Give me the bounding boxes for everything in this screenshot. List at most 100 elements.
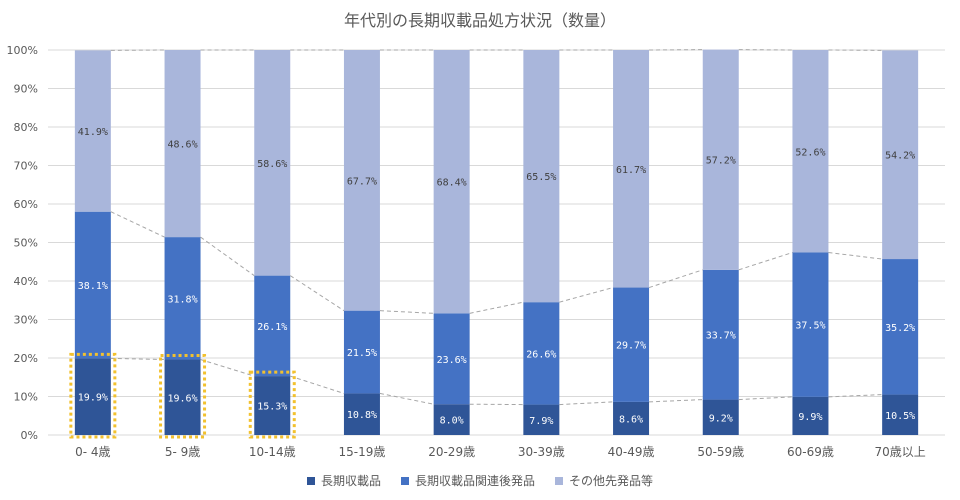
data-label: 61.7%: [616, 165, 646, 176]
bar-segment: [792, 396, 829, 435]
bar-segment: [702, 269, 739, 400]
series-connector-line: [738, 252, 793, 271]
data-label: 54.2%: [885, 151, 915, 162]
bar-segment: [74, 50, 111, 212]
connector-lines: [110, 49, 883, 406]
data-label: 58.6%: [257, 159, 287, 170]
legend-label: その他先発品等: [569, 474, 653, 488]
data-label: 29.7%: [616, 341, 646, 352]
bar-segment: [433, 313, 470, 405]
bar-segment: [882, 50, 919, 260]
series-connector-line: [559, 401, 614, 406]
data-label: 7.9%: [529, 416, 553, 427]
bar-segment: [523, 302, 560, 405]
bar-segment: [164, 50, 201, 238]
series-connector-line: [738, 396, 793, 401]
series-connector-line: [469, 301, 524, 314]
bar-segment: [433, 404, 470, 435]
data-label: 21.5%: [347, 348, 377, 359]
bar-segment: [254, 376, 291, 435]
bar-segment: [792, 50, 829, 253]
bar-segment: [613, 287, 650, 402]
x-tick-label: 15-19歳: [339, 445, 386, 459]
x-axis-ticks: 0- 4歳 5- 9歳 10-14歳 15-19歳 20-29歳 30-39歳 40-49歳…: [75, 445, 926, 459]
data-label: 31.8%: [167, 294, 197, 305]
data-labels: 19.9% 38.1% 41.9% 19.6% 31.8% 48.6% 15.3% 26.1%…: [78, 127, 915, 427]
data-label: 48.6%: [167, 140, 197, 151]
highlight-box: [159, 354, 207, 439]
bar-segment: [343, 393, 380, 435]
data-label: 38.1%: [78, 281, 108, 292]
bar-segment: [433, 50, 470, 314]
data-label: 68.4%: [437, 178, 467, 189]
bar-segment: [882, 394, 919, 435]
bar-segment: [164, 359, 201, 435]
series-connector-line: [559, 287, 614, 303]
data-label: 9.2%: [709, 413, 733, 424]
series-connector-line: [379, 310, 434, 314]
data-label: 57.2%: [706, 156, 736, 167]
data-label: 37.5%: [795, 321, 825, 332]
y-tick-label: 50%: [14, 237, 38, 250]
series-connector-line: [648, 269, 703, 289]
legend-label: 長期収載品: [321, 474, 381, 488]
data-label: 10.8%: [347, 410, 377, 421]
bar-segment: [523, 404, 560, 435]
series-connector-line: [110, 357, 165, 361]
data-label: 10.5%: [885, 411, 915, 422]
bar-segment: [702, 399, 739, 435]
bar-segment: [164, 237, 201, 360]
bar-segment: [343, 310, 380, 394]
bar-segment: [882, 259, 919, 395]
series-connector-line: [200, 359, 255, 377]
data-label: 52.6%: [795, 147, 825, 158]
bar-segment: [613, 401, 650, 435]
bar-segment: [523, 50, 560, 303]
series-connector-line: [289, 275, 345, 312]
bar-segment: [74, 358, 111, 435]
series-connector-line: [828, 252, 883, 260]
data-label: 9.9%: [798, 412, 822, 423]
bar-segment: [254, 50, 291, 276]
x-tick-label: 70歳以上: [875, 445, 926, 459]
y-tick-label: 80%: [14, 121, 38, 134]
data-label: 15.3%: [257, 402, 287, 413]
y-tick-label: 0%: [21, 429, 38, 442]
y-tick-label: 90%: [14, 83, 38, 96]
series-connector-line: [110, 211, 165, 238]
bar-segment: [343, 50, 380, 311]
x-tick-label: 10-14歳: [249, 445, 296, 459]
y-axis-ticks: 0% 10% 20% 30% 40% 50% 60% 70% 80% 90% 100%: [7, 44, 38, 442]
legend-swatch: [555, 477, 563, 485]
x-tick-label: 60-69歳: [787, 445, 834, 459]
chart-title: 年代別の長期収載品処方状況（数量）: [344, 11, 616, 30]
series-connector-line: [828, 394, 883, 398]
data-label: 19.9%: [78, 393, 108, 404]
highlight-boxes: [69, 352, 296, 439]
bar-segment: [74, 211, 111, 359]
bar-segment: [254, 275, 291, 377]
y-tick-label: 40%: [14, 275, 38, 288]
highlight-box: [69, 352, 117, 439]
y-tick-label: 20%: [14, 352, 38, 365]
bar-segment: [792, 252, 829, 397]
data-label: 67.7%: [347, 176, 377, 187]
data-label: 33.7%: [706, 331, 736, 342]
legend-swatch: [401, 477, 409, 485]
x-tick-label: 50-59歳: [697, 445, 744, 459]
data-label: 19.6%: [167, 393, 197, 404]
data-label: 41.9%: [78, 127, 108, 138]
series-connector-line: [649, 399, 703, 403]
data-label: 8.6%: [619, 414, 643, 425]
y-tick-label: 10%: [14, 391, 38, 404]
x-tick-label: 20-29歳: [428, 445, 475, 459]
bar-segment: [702, 49, 739, 270]
series-connector-line: [379, 392, 434, 405]
x-tick-label: 30-39歳: [518, 445, 565, 459]
y-tick-label: 100%: [7, 44, 38, 57]
series-connector-line: [290, 375, 345, 394]
x-tick-label: 0- 4歳: [75, 445, 110, 459]
bar-segment: [613, 50, 650, 288]
